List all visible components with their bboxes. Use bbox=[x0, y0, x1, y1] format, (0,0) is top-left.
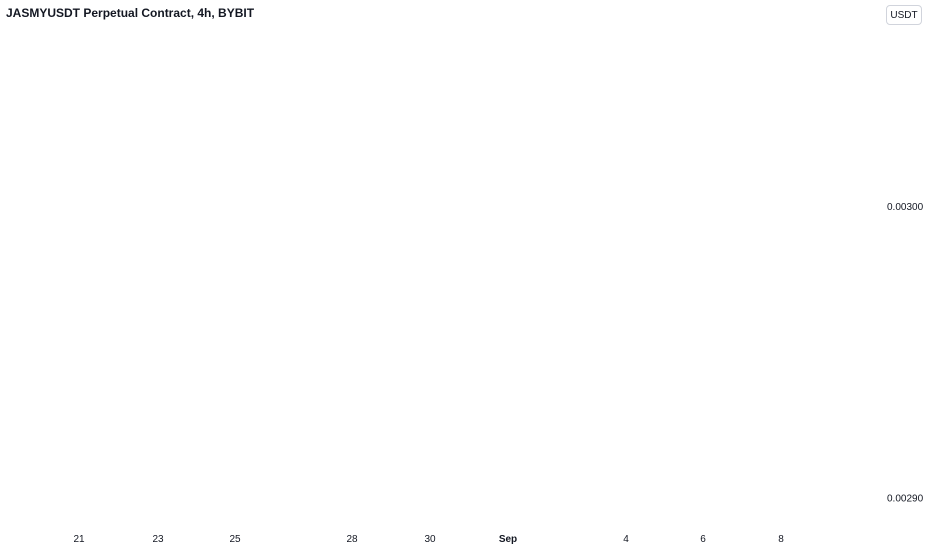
currency-button[interactable]: USDT bbox=[886, 5, 922, 25]
chart-title: JASMYUSDT Perpetual Contract, 4h, BYBIT bbox=[6, 6, 255, 20]
x-tick-label: 8 bbox=[778, 534, 784, 545]
x-tick-label: Sep bbox=[499, 534, 517, 545]
x-tick-label: 28 bbox=[346, 534, 358, 545]
x-tick-label: 30 bbox=[424, 534, 436, 545]
x-tick-label: 4 bbox=[623, 534, 629, 545]
y-tick-label: 0.00290 bbox=[887, 494, 924, 505]
x-tick-label: 6 bbox=[700, 534, 706, 545]
y-tick-label: 0.00300 bbox=[887, 202, 924, 213]
x-tick-label: 21 bbox=[73, 534, 85, 545]
x-tick-label: 23 bbox=[152, 534, 164, 545]
x-tick-label: 25 bbox=[229, 534, 241, 545]
